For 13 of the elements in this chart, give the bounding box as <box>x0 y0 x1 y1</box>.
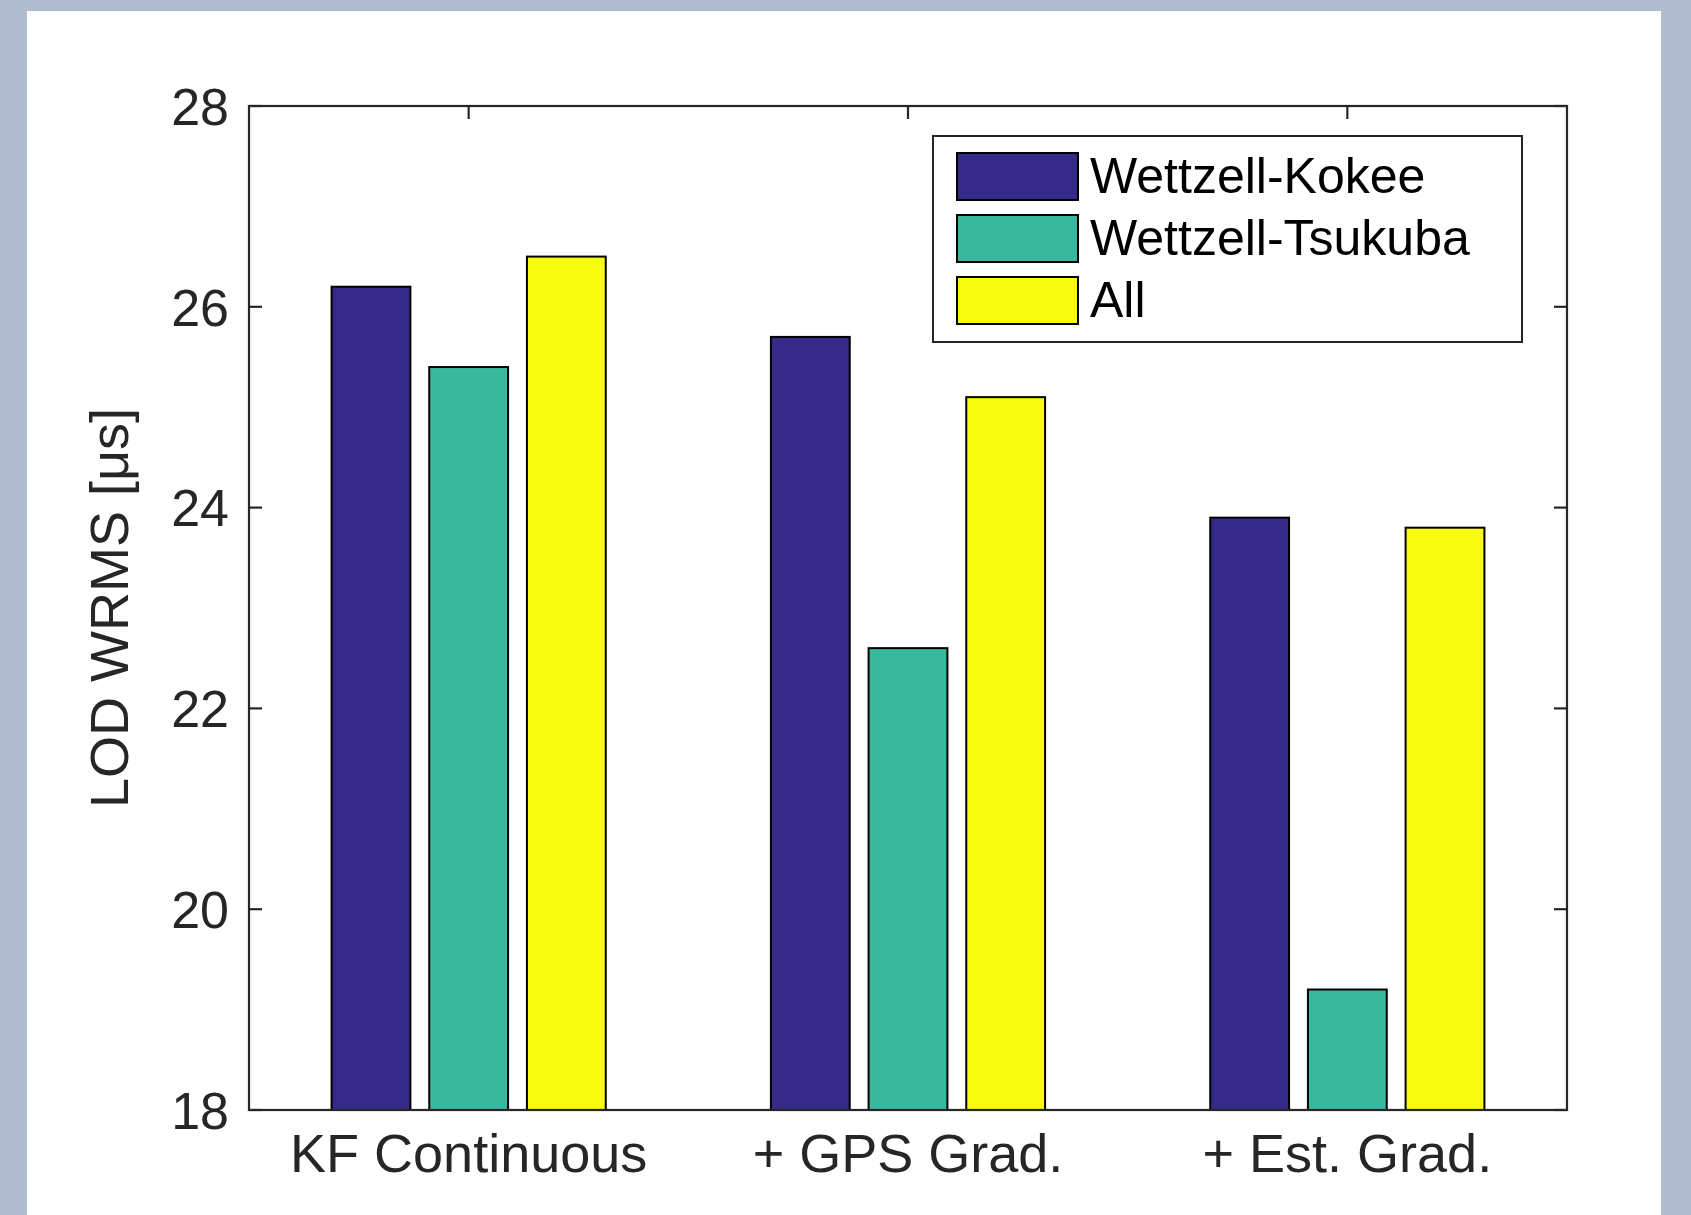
y-tick-label: 22 <box>171 680 229 739</box>
y-tick-label: 18 <box>171 1081 229 1140</box>
y-tick-label: 26 <box>171 278 229 337</box>
legend-label: All <box>1090 272 1146 328</box>
y-tick-label: 28 <box>171 77 229 136</box>
y-tick-label: 24 <box>171 479 229 538</box>
x-tick-label: KF Continuous <box>290 1123 648 1183</box>
x-tick-label: + Est. Grad. <box>1202 1123 1493 1183</box>
y-tick-label: 20 <box>171 880 229 939</box>
x-tick-label: + GPS Grad. <box>752 1123 1064 1183</box>
legend-label: Wettzell-Kokee <box>1090 148 1426 204</box>
y-axis-title: LOD WRMS [μs] <box>79 407 139 809</box>
legend-label: Wettzell-Tsukuba <box>1090 210 1470 266</box>
